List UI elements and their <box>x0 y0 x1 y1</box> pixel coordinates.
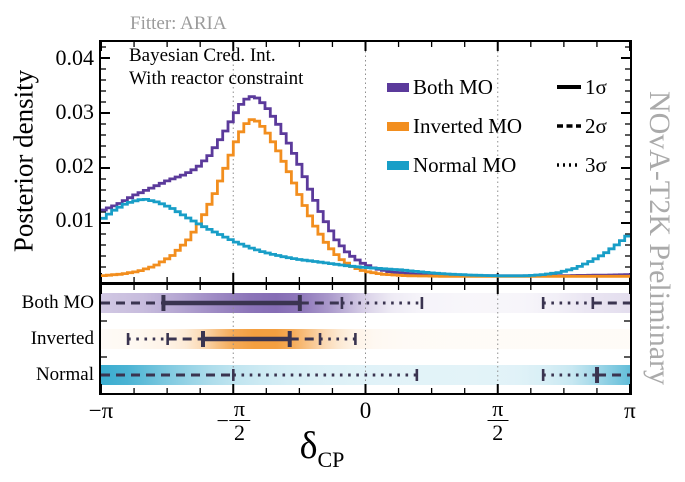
legend-swatch-both-mo <box>387 83 409 92</box>
credible-interval-plot <box>101 285 630 393</box>
legend-label-1sigma: 1σ <box>585 75 607 99</box>
x-tick-label: π <box>624 398 636 423</box>
credible-interval-panel <box>99 283 632 395</box>
x-tick-label: −π <box>88 398 114 423</box>
annotation-line1: Bayesian Cred. Int. <box>129 45 276 66</box>
watermark-label: NOvA-T2K Preliminary <box>643 90 676 386</box>
legend-line-3sigma <box>557 163 581 167</box>
y-tick-label: 0.03 <box>55 99 95 124</box>
row-label-normal: Normal <box>35 364 94 385</box>
legend-line-2sigma <box>557 124 581 128</box>
y-tick-label: 0.01 <box>55 207 95 232</box>
legend-swatch-inverted-mo <box>387 122 409 131</box>
x-axis-title-delta: δ <box>299 425 318 467</box>
y-tick-label: 0.02 <box>55 153 95 178</box>
row-label-both-mo: Both MO <box>21 292 94 313</box>
fitter-label: Fitter: ARIA <box>130 13 227 34</box>
y-tick-label: 0.04 <box>55 45 95 70</box>
row-label-inverted: Inverted <box>30 328 94 349</box>
legend-label-normal-mo: Normal MO <box>413 153 517 177</box>
x-axis-title-sub: CP <box>317 447 345 472</box>
legend-label-3sigma: 3σ <box>585 153 607 177</box>
legend-line-1sigma <box>557 85 581 89</box>
posterior-density-panel <box>99 40 632 284</box>
legend-label-both-mo: Both MO <box>413 75 493 99</box>
annotation-line2: With reactor constraint <box>129 68 304 89</box>
x-axis-title: δCP <box>300 424 345 473</box>
legend-label-2sigma: 2σ <box>585 114 607 138</box>
x-tick-label: − π 2 <box>217 397 250 444</box>
x-tick-label: 0 <box>359 398 372 423</box>
legend-swatch-normal-mo <box>387 161 409 170</box>
legend-label-inverted-mo: Inverted MO <box>413 114 523 138</box>
posterior-density-plot <box>101 42 630 282</box>
